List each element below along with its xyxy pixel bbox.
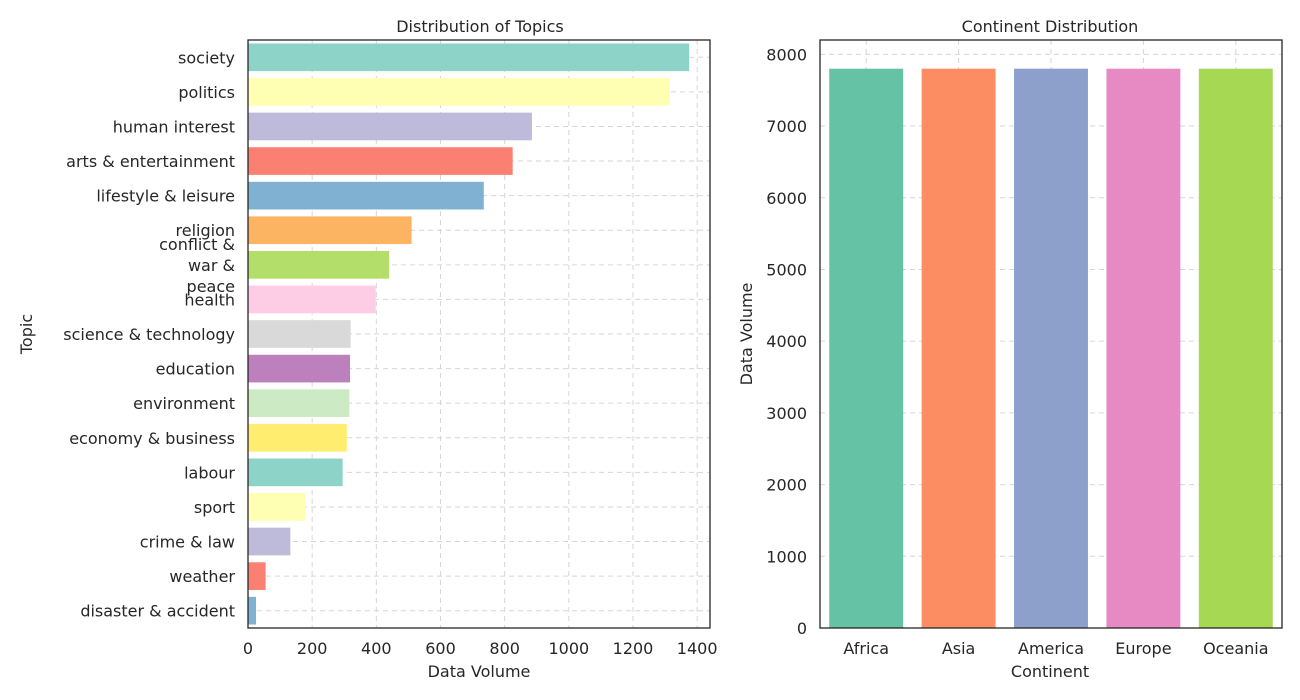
topics-category-labels: society politics human interest arts & ente… [63, 48, 235, 620]
continent-y-tick-labels: 0 1000 2000 3000 4000 5000 6000 7000 8000 [766, 45, 807, 638]
topics-x-tick-label: 800 [489, 639, 520, 658]
continent-category-label: Oceania [1203, 639, 1268, 658]
topics-x-tick-label: 1000 [548, 639, 589, 658]
continent-category-label: America [1018, 639, 1084, 658]
continent-category-labels: Africa Asia America Europe Oceania [843, 639, 1268, 658]
continent-category-label: Asia [942, 639, 976, 658]
topics-category-label: peace [187, 277, 235, 296]
topics-category-label: sport [194, 498, 235, 517]
topics-x-tick-labels: 0 200 400 600 800 1000 1200 1400 [243, 639, 718, 658]
topics-x-tick-label: 0 [243, 639, 253, 658]
continent-y-tick-label: 0 [797, 619, 807, 638]
continent-bars [829, 68, 1273, 629]
continent-bar [1198, 68, 1273, 629]
topics-category-label: religion [176, 221, 236, 240]
topics-x-axis-label: Data Volume [428, 662, 531, 681]
topics-category-label: labour [184, 463, 235, 482]
topics-category-label: education [156, 360, 235, 379]
topics-category-label: economy & business [69, 429, 235, 448]
topics-x-tick-label: 1400 [677, 639, 718, 658]
topics-category-label: disaster & accident [80, 602, 235, 621]
continent-y-tick-label: 5000 [766, 260, 807, 279]
topics-bar [248, 423, 347, 452]
topics-bar [248, 493, 306, 521]
continent-y-axis-label: Data Volume [737, 283, 756, 386]
continent-y-tick-label: 2000 [766, 476, 807, 495]
continent-chart: Continent Distribution 0 1000 2000 3000 4000… [737, 17, 1283, 681]
topics-bar [248, 354, 351, 383]
topics-bar [248, 112, 532, 141]
topics-bar [248, 181, 484, 210]
topics-bar [248, 147, 513, 175]
continent-y-tick-label: 6000 [766, 189, 807, 208]
topics-category-label: crime & law [140, 533, 235, 552]
continent-chart-title: Continent Distribution [962, 17, 1139, 36]
continent-bar [1014, 68, 1088, 629]
topics-bar [248, 562, 266, 590]
topics-bar [248, 43, 690, 72]
topics-y-axis-label: Topic [17, 314, 36, 355]
topics-category-label: science & technology [63, 325, 235, 344]
topics-chart: Distribution of Topics society politics hu… [17, 17, 718, 681]
continent-y-tick-label: 7000 [766, 117, 807, 136]
continent-plot-frame [819, 39, 1283, 629]
topics-chart-title: Distribution of Topics [396, 17, 564, 36]
continent-x-axis-label: Continent [1011, 662, 1089, 681]
topics-x-tick-label: 400 [361, 639, 392, 658]
topics-bar [248, 458, 343, 487]
continent-bar [1106, 68, 1181, 629]
topics-bar [248, 216, 412, 245]
topics-bars [248, 43, 690, 625]
topics-category-label: society [178, 48, 235, 67]
topics-bar [248, 78, 670, 106]
continent-y-tick-label: 4000 [766, 332, 807, 351]
topics-bar [248, 250, 390, 279]
topics-category-label: war & [188, 256, 235, 275]
topics-category-label: weather [169, 567, 235, 586]
topics-bar [248, 285, 376, 314]
topics-category-label: environment [133, 394, 235, 413]
continent-category-label: Europe [1115, 639, 1171, 658]
continent-category-label: Africa [843, 639, 889, 658]
topics-category-label: health [184, 290, 235, 309]
topics-bar [248, 596, 257, 625]
continent-bar [829, 68, 904, 629]
topics-category-label: politics [178, 83, 235, 102]
topics-bar [248, 389, 350, 418]
topics-bar [248, 320, 351, 348]
topics-plot-frame [247, 39, 711, 629]
topics-category-label: lifestyle & leisure [96, 187, 235, 206]
topics-x-tick-label: 200 [297, 639, 328, 658]
continent-y-tick-label: 8000 [766, 45, 807, 64]
topics-x-tick-label: 1200 [613, 639, 654, 658]
topics-category-label: conflict & [159, 235, 235, 254]
continent-y-tick-label: 3000 [766, 404, 807, 423]
topics-bar [248, 527, 291, 556]
topics-category-label: human interest [113, 117, 235, 136]
topics-x-tick-label: 600 [425, 639, 456, 658]
continent-bar [921, 68, 996, 629]
continent-y-tick-label: 1000 [766, 547, 807, 566]
topics-category-label: arts & entertainment [66, 152, 235, 171]
